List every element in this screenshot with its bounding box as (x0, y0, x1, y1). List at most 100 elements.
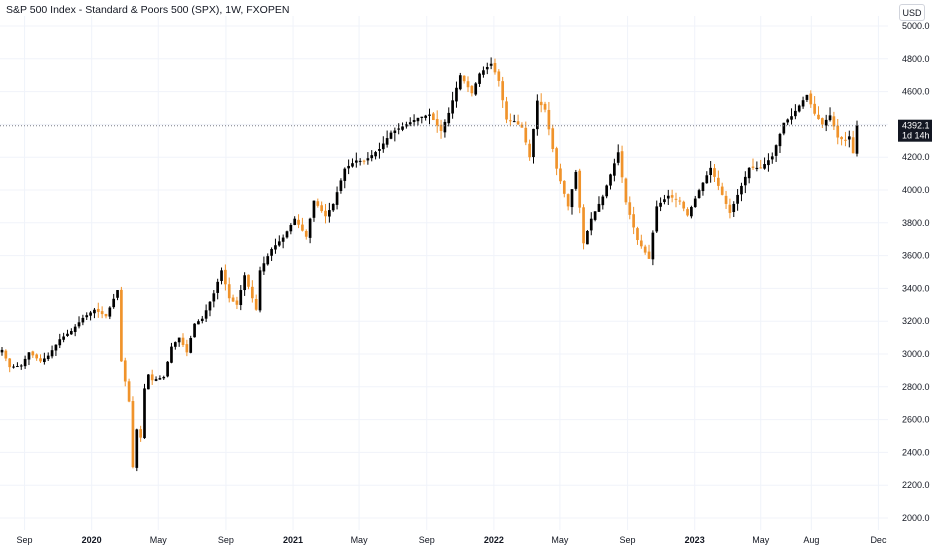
candle-body (405, 124, 408, 127)
candle-body (339, 180, 343, 191)
candle-body (397, 128, 401, 130)
candle-body (231, 297, 235, 302)
candle-body (451, 100, 454, 114)
candle-body (154, 379, 158, 381)
candle-body (312, 200, 316, 218)
time-axis[interactable]: Sep 2020 May Sep 2021 May Sep 2022 May Sep 2023 May… (17, 535, 887, 545)
y-tick-label: 2800.0 (902, 382, 930, 392)
candle-body (0, 349, 4, 353)
candles (0, 57, 859, 472)
candle-body (709, 167, 712, 176)
candle-body (751, 166, 755, 168)
candle-body (135, 429, 139, 468)
candle-body (678, 200, 682, 202)
candle-body (116, 290, 119, 298)
chart-title: S&P 500 Index - Standard & Poors 500 (SP… (6, 4, 290, 16)
candle-body (597, 203, 601, 212)
candle-body (432, 113, 435, 121)
y-tick-label: 3400.0 (902, 283, 930, 293)
candle-body (724, 195, 728, 204)
candle-body (301, 224, 304, 231)
y-tick-label: 3800.0 (902, 218, 930, 228)
candle-body (782, 122, 786, 134)
candle-body (589, 218, 593, 231)
candle-body (23, 358, 27, 367)
candle-body (601, 196, 605, 206)
candle-body (358, 160, 362, 162)
candle-body (89, 312, 92, 316)
candle-body (443, 121, 447, 133)
candle-body (347, 165, 350, 169)
candle-body (455, 87, 458, 102)
x-tick-label: 2023 (685, 535, 705, 545)
candle-body (216, 281, 220, 293)
candle-body (482, 70, 485, 75)
candle-body (797, 105, 801, 112)
candle-body (123, 360, 127, 382)
candle-body (412, 120, 416, 122)
price-tag-countdown: 1d 14h (902, 131, 930, 141)
candle-body (131, 401, 135, 468)
x-tick-label: 2021 (283, 535, 303, 545)
candle-body (69, 331, 73, 335)
candle-body (250, 286, 254, 299)
candle-body (420, 116, 424, 118)
x-tick-label: Sep (419, 535, 435, 545)
candle-body (73, 326, 77, 332)
candle-body (516, 121, 520, 125)
candle-body (666, 195, 670, 199)
candle-body (304, 230, 308, 237)
candle-body (343, 168, 347, 181)
candle-body (289, 224, 293, 232)
candle-body (705, 175, 709, 184)
candle-body (285, 231, 289, 238)
y-tick-label: 3000.0 (902, 349, 930, 359)
candle-body (370, 155, 374, 159)
candle-body (239, 290, 243, 306)
candle-body (331, 203, 335, 211)
candle-body (586, 231, 589, 245)
candle-body (274, 245, 277, 250)
y-tick-label: 2600.0 (902, 415, 930, 425)
candle-body (366, 158, 370, 161)
candle-body (736, 194, 739, 204)
candle-body (362, 160, 366, 162)
candle-body (801, 100, 805, 107)
candle-body (328, 210, 331, 217)
candle-body (497, 71, 501, 81)
candle-body (204, 310, 208, 319)
candle-body (559, 168, 562, 182)
x-tick-label: May (752, 535, 770, 545)
candle-body (605, 185, 609, 197)
candle-body (524, 127, 528, 143)
candle-body (474, 83, 478, 95)
candle-body (670, 195, 674, 198)
candle-body (181, 337, 185, 345)
candle-body (43, 358, 46, 363)
candle-body (582, 207, 585, 244)
price-tag-background (898, 119, 932, 142)
candle-body (58, 339, 62, 346)
candle-body (150, 374, 154, 381)
candle-body (112, 298, 116, 308)
candle-body (93, 309, 96, 314)
candle-body (674, 198, 678, 200)
candle-body (820, 118, 824, 125)
candle-body (297, 219, 300, 225)
candle-body (401, 126, 404, 130)
candle-body (104, 313, 108, 317)
candle-body (844, 139, 847, 141)
candle-body (66, 333, 69, 336)
candle-body (647, 251, 651, 259)
candle-body (408, 122, 412, 125)
candle-body (624, 178, 628, 203)
candle-body (528, 143, 531, 158)
candle-body (46, 355, 50, 360)
candle-body (177, 337, 181, 343)
currency-button[interactable]: USD (899, 4, 925, 21)
price-axis[interactable]: 2000.0 2200.0 2400.0 2600.0 2800.0 3000.0 3200… (902, 21, 930, 523)
candle-body (763, 164, 766, 169)
candle-body (543, 103, 547, 110)
candle-body (832, 116, 836, 127)
